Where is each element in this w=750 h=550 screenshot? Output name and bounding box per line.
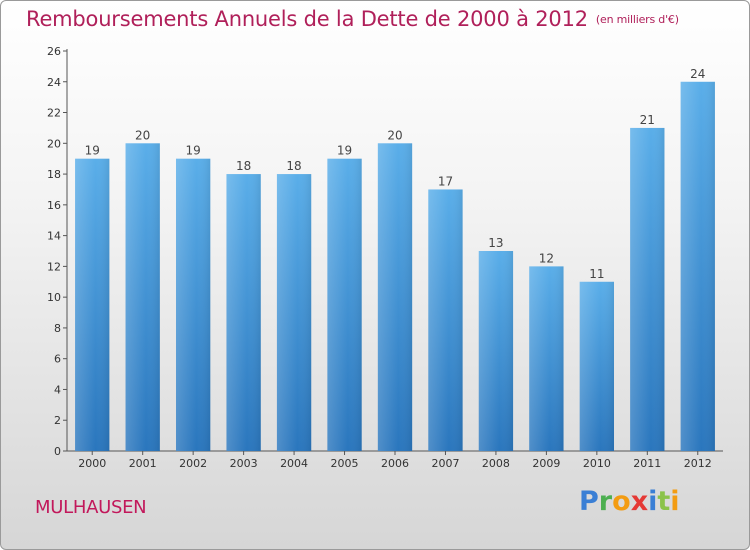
- logo-letter: t: [657, 486, 671, 517]
- logo-letter: P: [579, 486, 599, 517]
- bar-shade: [175, 158, 211, 451]
- y-tick-label: 2: [54, 414, 61, 427]
- y-tick-label: 8: [54, 322, 61, 335]
- logo-letter: i: [670, 486, 680, 517]
- data-label: 20: [387, 128, 402, 142]
- chart-title: Remboursements Annuels de la Dette de 20…: [26, 7, 679, 31]
- bar-shade: [276, 174, 312, 452]
- city-name: MULHAUSEN: [35, 497, 147, 518]
- proxiti-logo: Proxiti: [579, 486, 680, 517]
- bar-shade: [478, 251, 514, 451]
- x-tick-label: 2007: [431, 457, 459, 470]
- data-label: 21: [640, 113, 655, 127]
- data-label: 19: [186, 144, 201, 158]
- y-tick-label: 10: [47, 291, 61, 304]
- bar-shade: [680, 81, 715, 452]
- bars-group: [75, 81, 715, 452]
- data-labels-group: 19 20 19 18 18 19 20 17 13 12 11 21 24: [85, 67, 706, 281]
- bar-shade: [579, 281, 615, 451]
- bar-shade: [428, 189, 463, 451]
- x-tick-label: 2000: [78, 457, 106, 470]
- y-tick-label: 0: [54, 445, 61, 458]
- x-axis: 2000 2001 2002 2003 2004 2005 2006 2007 2008 2009…: [67, 450, 723, 470]
- x-tick-label: 2008: [482, 457, 510, 470]
- y-tick-label: 18: [47, 168, 61, 181]
- data-label: 11: [589, 267, 604, 281]
- y-tick-label: 24: [47, 76, 61, 89]
- logo-letter: x: [630, 486, 649, 517]
- data-label: 13: [488, 236, 503, 250]
- x-tick-label: 2002: [179, 457, 207, 470]
- logo-letter: r: [598, 486, 613, 517]
- y-tick-label: 4: [54, 383, 61, 396]
- x-tick-label: 2012: [684, 457, 712, 470]
- logo-letter: i: [648, 486, 658, 517]
- data-label: 12: [539, 251, 554, 265]
- y-tick-label: 22: [47, 107, 61, 120]
- x-tick-label: 2006: [381, 457, 409, 470]
- x-tick-label: 2003: [230, 457, 258, 470]
- bar-shade: [377, 143, 413, 452]
- data-label: 17: [438, 174, 453, 188]
- data-label: 20: [135, 128, 150, 142]
- chart-title-text: Remboursements Annuels de la Dette de 20…: [26, 7, 588, 31]
- x-tick-label: 2011: [633, 457, 661, 470]
- x-tick-label: 2010: [583, 457, 611, 470]
- x-tick-label: 2001: [129, 457, 157, 470]
- y-tick-label: 20: [47, 137, 61, 150]
- data-label: 18: [236, 159, 251, 173]
- y-tick-label: 16: [47, 199, 61, 212]
- y-tick-label: 12: [47, 260, 61, 273]
- bar-shade: [529, 266, 564, 451]
- bar-shade: [327, 158, 362, 451]
- data-label: 19: [337, 144, 352, 158]
- bar-shade: [125, 143, 160, 452]
- y-tick-label: 26: [47, 45, 61, 58]
- x-tick-label: 2005: [331, 457, 359, 470]
- data-label: 19: [85, 144, 100, 158]
- data-label: 24: [690, 67, 705, 81]
- bar-shade: [75, 158, 110, 451]
- x-tick-label: 2009: [532, 457, 560, 470]
- y-tick-label: 14: [47, 230, 61, 243]
- chart-subtitle: (en milliers d'€): [595, 13, 679, 26]
- y-tick-label: 6: [54, 353, 61, 366]
- logo-letter: o: [612, 486, 631, 517]
- bar-shade: [630, 127, 665, 451]
- x-tick-label: 2004: [280, 457, 308, 470]
- data-label: 18: [286, 159, 301, 173]
- bar-shade: [226, 174, 261, 452]
